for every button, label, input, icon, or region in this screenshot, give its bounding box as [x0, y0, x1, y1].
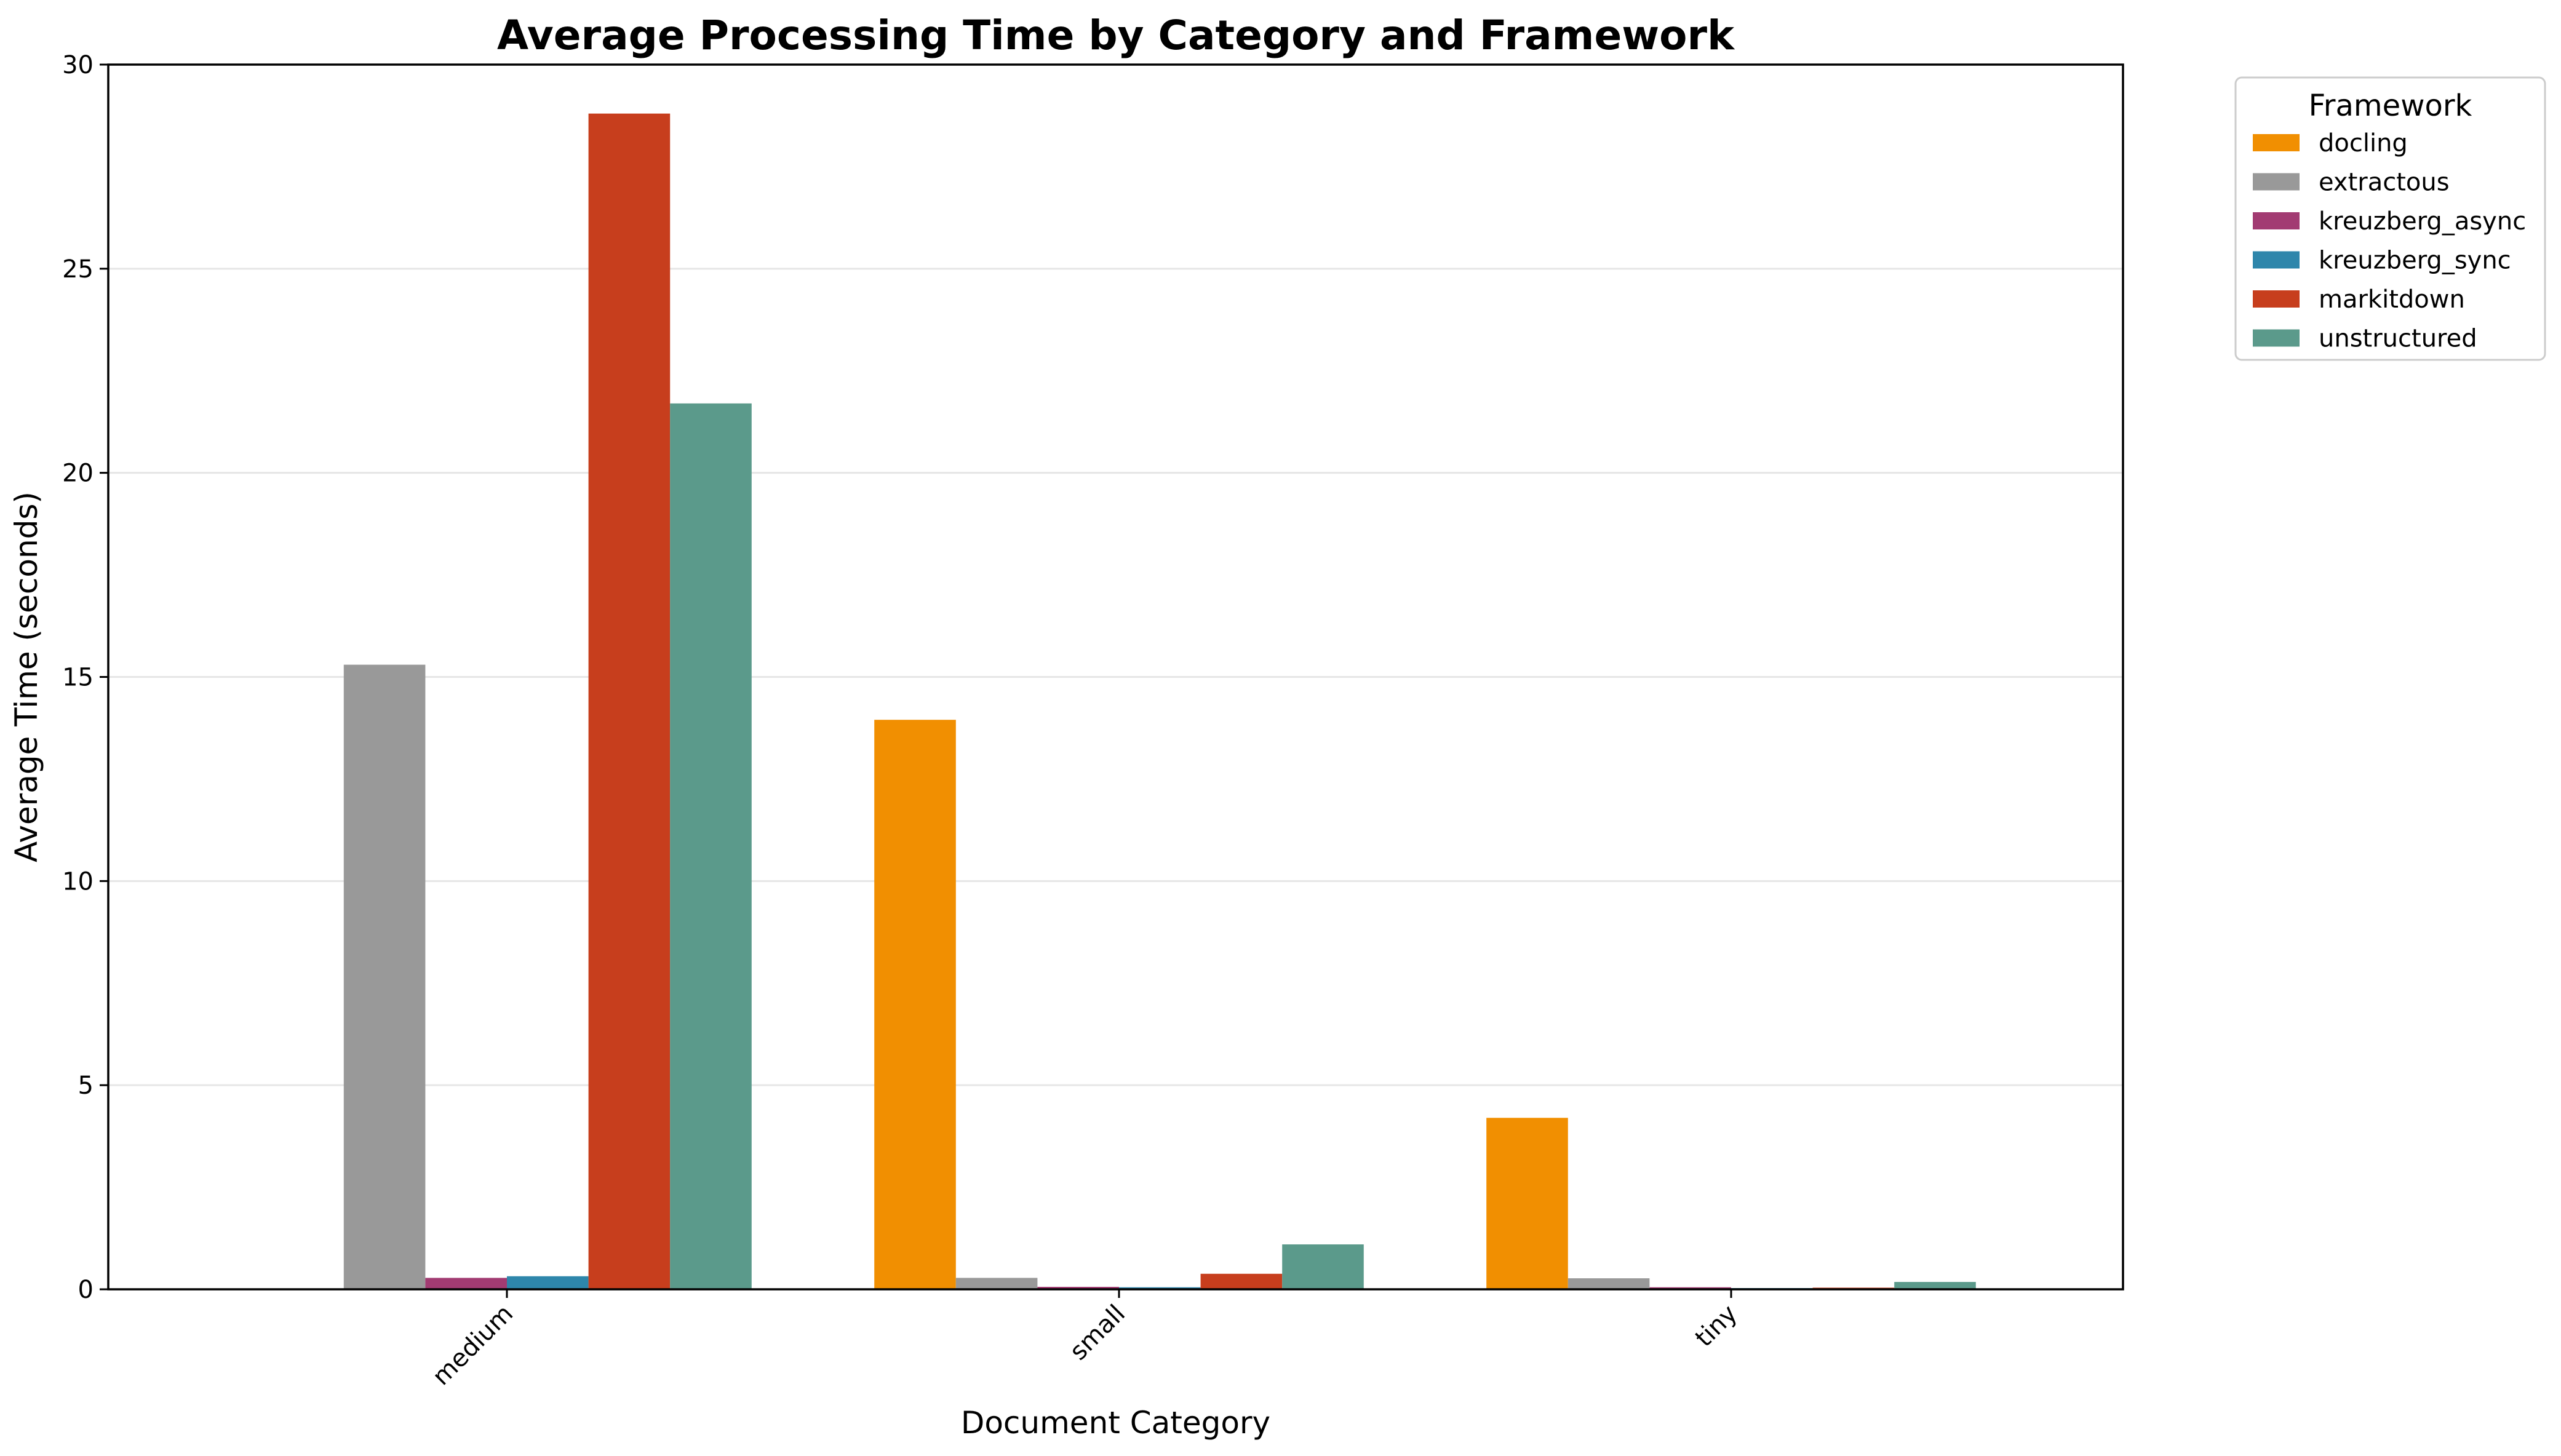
chart-title: Average Processing Time by Category and … — [497, 12, 1735, 59]
bar-docling-tiny — [1486, 1118, 1568, 1289]
y-tick-label: 15 — [62, 664, 94, 692]
bar-extractous-medium — [343, 664, 426, 1289]
bar-kreuzberg_sync-medium — [507, 1276, 589, 1289]
legend-label-kreuzberg_sync: kreuzberg_sync — [2319, 247, 2511, 275]
bar-unstructured-medium — [670, 403, 752, 1290]
legend-swatch-kreuzberg_async — [2253, 212, 2300, 229]
y-tick-label: 10 — [62, 867, 94, 896]
legend-swatch-kreuzberg_sync — [2253, 251, 2300, 269]
legend-label-kreuzberg_async: kreuzberg_async — [2319, 207, 2526, 236]
bar-markitdown-small — [1200, 1273, 1283, 1289]
legend-swatch-docling — [2253, 134, 2300, 151]
legend-swatch-unstructured — [2253, 329, 2300, 347]
bar-kreuzberg_async-medium — [425, 1278, 507, 1289]
bars — [343, 113, 1976, 1290]
x-axis-label: Document Category — [961, 1405, 1270, 1441]
y-tick-label: 25 — [62, 255, 94, 284]
legend-box — [2234, 76, 2546, 361]
bar-markitdown-medium — [588, 113, 671, 1289]
legend-swatch-markitdown — [2253, 290, 2300, 308]
bar-extractous-small — [955, 1278, 1038, 1289]
bar-kreuzberg_async-small — [1037, 1287, 1119, 1289]
legend: Framework docling extractous kreuzberg_asyn… — [2234, 76, 2546, 361]
bar-extractous-tiny — [1567, 1278, 1650, 1289]
legend-label-docling: docling — [2319, 129, 2408, 157]
y-tick-label: 30 — [62, 51, 94, 79]
y-tick-label: 5 — [78, 1072, 94, 1100]
y-tick-label: 0 — [78, 1276, 94, 1304]
legend-label-markitdown: markitdown — [2319, 285, 2465, 314]
bar-unstructured-tiny — [1894, 1282, 1976, 1289]
y-axis-label: Average Time (seconds) — [9, 491, 44, 862]
legend-label-extractous: extractous — [2319, 169, 2450, 197]
bar-unstructured-small — [1282, 1244, 1364, 1289]
legend-label-unstructured: unstructured — [2319, 325, 2477, 353]
bar-docling-small — [874, 720, 956, 1289]
legend-swatch-extractous — [2253, 173, 2300, 191]
y-tick-label: 20 — [62, 459, 94, 488]
legend-title: Framework — [2309, 89, 2472, 123]
